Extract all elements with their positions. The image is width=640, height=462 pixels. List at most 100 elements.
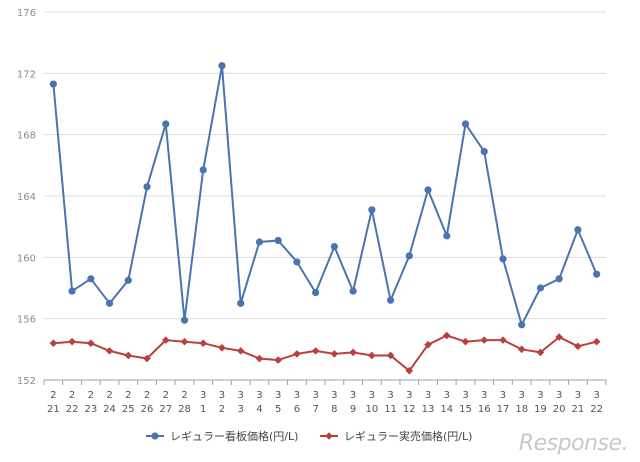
x-tick-label-month: 3 [462, 390, 468, 401]
y-tick-label: 156 [17, 315, 36, 326]
x-tick-label-day: 1 [200, 404, 206, 415]
data-point [124, 276, 132, 284]
data-point [143, 183, 151, 191]
watermark-logo: Response. [518, 431, 629, 456]
data-point [405, 367, 414, 375]
x-tick-label-month: 3 [350, 390, 356, 401]
data-point [311, 347, 320, 355]
data-point [255, 238, 264, 246]
x-tick-label-day: 21 [572, 404, 585, 415]
series-line [52, 64, 598, 326]
x-tick-label-month: 2 [181, 390, 187, 401]
x-tick-label-day: 22 [66, 404, 79, 415]
data-point [274, 236, 282, 245]
x-tick-label-month: 3 [593, 390, 599, 401]
data-point [461, 120, 470, 128]
data-point [68, 287, 76, 295]
legend-marker [325, 432, 333, 440]
x-tick-label-month: 3 [519, 390, 525, 401]
x-tick-label-month: 2 [69, 390, 75, 401]
data-point [349, 348, 357, 357]
x-tick-label-month: 3 [312, 390, 318, 401]
y-axis-ticks: 152 156 160 164 168 172 176 [17, 8, 36, 387]
data-point [330, 243, 338, 251]
x-tick-label-month: 2 [144, 390, 150, 401]
data-point [237, 299, 245, 307]
legend-label: レギュラー実売価格(円/L) [344, 429, 472, 443]
y-tick-label: 164 [17, 192, 36, 203]
x-tick-label-day: 12 [403, 404, 416, 415]
x-tick-label-day: 4 [256, 404, 262, 415]
legend-item-1: レギュラー看板価格(円/L) [146, 429, 298, 443]
data-point [68, 337, 76, 346]
x-tick-label-day: 14 [440, 404, 453, 415]
x-tick-label-day: 3 [238, 404, 244, 415]
x-tick-label-day: 2 [219, 404, 225, 415]
data-point [480, 336, 489, 344]
y-tick-label: 176 [17, 8, 36, 19]
x-tick-label-month: 3 [369, 390, 375, 401]
x-tick-label-day: 9 [350, 404, 356, 415]
x-tick-label-month: 2 [125, 390, 131, 401]
y-tick-label: 168 [17, 131, 36, 142]
x-tick-label-month: 2 [106, 390, 112, 401]
legend-label: レギュラー看板価格(円/L) [170, 429, 298, 443]
x-tick-label-month: 2 [88, 390, 94, 401]
data-point [499, 336, 507, 344]
x-tick-label-day: 11 [384, 404, 397, 415]
x-axis: 2212222232242252262272283132333435363738… [43, 379, 607, 415]
data-point [368, 206, 376, 214]
x-tick-label-month: 3 [444, 390, 450, 401]
data-point [312, 289, 320, 297]
data-point [49, 80, 57, 88]
data-point [218, 62, 226, 70]
x-tick-label-day: 15 [459, 404, 472, 415]
data-point [536, 284, 545, 292]
data-point [87, 339, 95, 347]
data-point [162, 120, 170, 128]
x-tick-label-day: 8 [331, 404, 337, 415]
data-point [518, 321, 526, 329]
x-tick-label-month: 3 [275, 390, 281, 401]
data-point [480, 147, 488, 156]
x-tick-label-day: 20 [553, 404, 566, 415]
x-tick-label-day: 13 [422, 404, 435, 415]
x-tick-label-day: 7 [312, 404, 318, 415]
x-tick-label-month: 3 [238, 390, 244, 401]
legend-item-2: レギュラー実売価格(円/L) [320, 429, 472, 443]
x-tick-label-month: 3 [200, 390, 206, 401]
data-point [424, 186, 432, 194]
x-tick-label-day: 21 [47, 404, 60, 415]
data-point [574, 342, 582, 351]
data-point [124, 351, 133, 360]
data-point [199, 166, 207, 174]
x-tick-label-month: 3 [256, 390, 262, 401]
x-tick-label-month: 3 [219, 390, 225, 401]
x-tick-label-day: 16 [478, 404, 491, 415]
data-point [349, 287, 357, 295]
x-tick-label-month: 3 [556, 390, 562, 401]
y-tick-label: 160 [17, 253, 36, 264]
x-tick-label-month: 2 [50, 390, 56, 401]
data-point [161, 336, 170, 344]
data-point [293, 258, 301, 266]
x-tick-label-month: 3 [331, 390, 337, 401]
data-point [274, 356, 282, 364]
y-tick-label: 172 [17, 69, 36, 80]
y-tick-label: 152 [17, 376, 36, 387]
x-tick-label-month: 3 [406, 390, 412, 401]
x-tick-label-day: 23 [84, 404, 97, 415]
data-point [180, 316, 189, 324]
data-point [293, 350, 301, 358]
data-point [199, 339, 208, 347]
data-point [143, 354, 151, 363]
x-tick-label-month: 3 [387, 390, 393, 401]
data-point [405, 252, 413, 260]
data-point [424, 340, 432, 349]
x-tick-label-month: 3 [537, 390, 543, 401]
data-point [87, 275, 95, 283]
data-point [218, 344, 226, 352]
x-tick-label-day: 26 [141, 404, 154, 415]
data-point [536, 348, 545, 357]
